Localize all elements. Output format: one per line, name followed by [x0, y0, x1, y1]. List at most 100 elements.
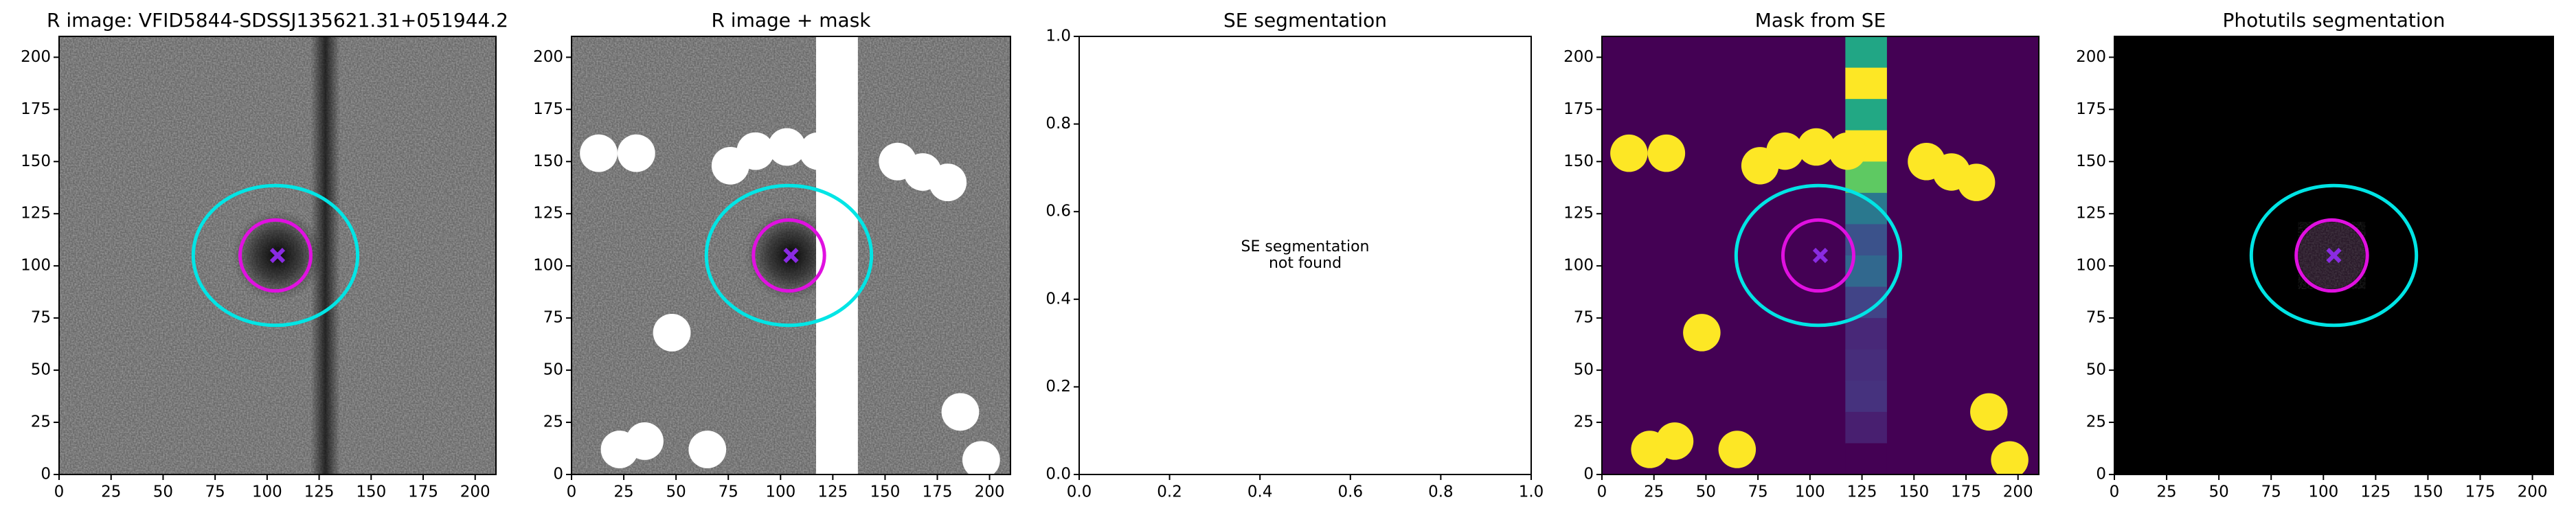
x-tick-label: 175 [2465, 483, 2496, 501]
image [1602, 36, 2039, 474]
mask [1957, 163, 1996, 201]
center-marker [1812, 247, 1829, 264]
y-tick-label: 175 [1563, 100, 1594, 118]
y-tick-label: 125 [1563, 205, 1594, 222]
x-tick-label: 1.0 [1519, 483, 1544, 501]
x-tick-label: 25 [2156, 483, 2176, 501]
mask [1766, 132, 1804, 170]
x-tick-label: 75 [205, 483, 225, 501]
mask [580, 134, 618, 172]
aperture-ellipse [704, 183, 874, 328]
x-tick-label: 50 [2209, 483, 2229, 501]
mask [1845, 318, 1887, 350]
x-tick-label: 75 [719, 483, 738, 501]
mask [1610, 134, 1648, 172]
x-tick-label: 0.2 [1157, 483, 1182, 501]
y-tick-label: 125 [2076, 205, 2106, 222]
y-tick-label: 0.4 [1046, 290, 1071, 308]
image [2114, 36, 2553, 474]
y-tick-label: 150 [533, 152, 563, 170]
panel-title: Mask from SE [1755, 9, 1886, 32]
axes-frame [2114, 36, 2554, 475]
aperture-ellipse [1734, 183, 1903, 328]
x-tick-label: 175 [408, 483, 438, 501]
mask [1829, 132, 1866, 170]
panel: R image: VFID5844-SDSSJ135621.31+051944.… [21, 9, 508, 501]
mask [1845, 36, 1887, 69]
x-tick-label: 150 [870, 483, 900, 501]
y-tick-label: 175 [533, 100, 563, 118]
y-tick-label: 75 [31, 309, 51, 327]
x-tick-label: 50 [153, 483, 173, 501]
x-tick-label: 125 [817, 483, 848, 501]
mask [653, 314, 691, 352]
mask [1845, 411, 1887, 444]
y-tick-label: 0 [1583, 466, 1594, 483]
annotation: not found [1269, 255, 1342, 272]
y-tick-label: 125 [21, 205, 51, 222]
center-marker [783, 247, 799, 264]
y-tick-label: 200 [1563, 48, 1594, 66]
mask [1683, 314, 1721, 352]
panel-title: SE segmentation [1223, 9, 1387, 32]
axes-frame [58, 36, 497, 475]
x-tick-label: 100 [2308, 483, 2338, 501]
x-tick-label: 200 [2003, 483, 2033, 501]
y-tick-label: 75 [2086, 309, 2106, 327]
y-tick-label: 100 [2076, 257, 2106, 275]
mask [1797, 128, 1835, 166]
y-tick-label: 100 [533, 257, 563, 275]
y-tick-label: 75 [543, 309, 563, 327]
y-tick-label: 25 [2086, 413, 2106, 431]
y-tick-label: 0.8 [1046, 115, 1071, 133]
x-tick-label: 25 [613, 483, 633, 501]
y-tick-label: 175 [2076, 100, 2106, 118]
mask [816, 36, 858, 474]
panel-title: Photutils segmentation [2222, 9, 2445, 32]
x-tick-label: 25 [101, 483, 121, 501]
mask [1845, 67, 1887, 100]
mask [1845, 349, 1887, 382]
y-tick-label: 25 [543, 413, 563, 431]
axes-frame [1078, 36, 1532, 475]
mask [799, 132, 837, 170]
mask [617, 134, 655, 172]
y-tick-label: 125 [533, 205, 563, 222]
panel-title: R image + mask [711, 9, 871, 32]
y-tick-label: 0.2 [1046, 378, 1071, 396]
x-tick-label: 0.8 [1428, 483, 1454, 501]
mask [1845, 380, 1887, 413]
x-tick-label: 0.6 [1338, 483, 1364, 501]
panel: Photutils segmentation 0 25 50 75 100 125 150 17… [2076, 9, 2554, 501]
aperture-ellipse [238, 218, 313, 293]
panel: Mask from SE 0 25 50 75 100 125 150 175 200 0 25 50 7… [1563, 9, 2040, 501]
image [572, 36, 1010, 474]
y-tick-label: 0.0 [1046, 466, 1071, 483]
mask [1970, 393, 2008, 431]
y-tick-label: 25 [31, 413, 51, 431]
mask [688, 431, 727, 468]
mask [626, 422, 664, 460]
x-tick-label: 75 [2261, 483, 2281, 501]
x-tick-label: 125 [304, 483, 335, 501]
mask [962, 441, 1000, 474]
y-tick-label: 50 [31, 361, 51, 379]
x-tick-label: 175 [923, 483, 953, 501]
x-tick-label: 150 [356, 483, 386, 501]
aperture-ellipse [2249, 183, 2419, 328]
y-tick-label: 0 [2096, 466, 2106, 483]
axes-frame [1601, 36, 2040, 475]
center-marker [269, 247, 286, 264]
y-tick-label: 200 [2076, 48, 2106, 66]
y-tick-label: 150 [2076, 152, 2106, 170]
mask [768, 128, 806, 166]
x-tick-label: 175 [1951, 483, 1981, 501]
mask [1845, 443, 1887, 474]
x-tick-label: 200 [460, 483, 490, 501]
y-tick-label: 175 [21, 100, 51, 118]
aperture-ellipse [1781, 218, 1855, 293]
x-tick-label: 100 [765, 483, 795, 501]
x-tick-label: 125 [2360, 483, 2391, 501]
